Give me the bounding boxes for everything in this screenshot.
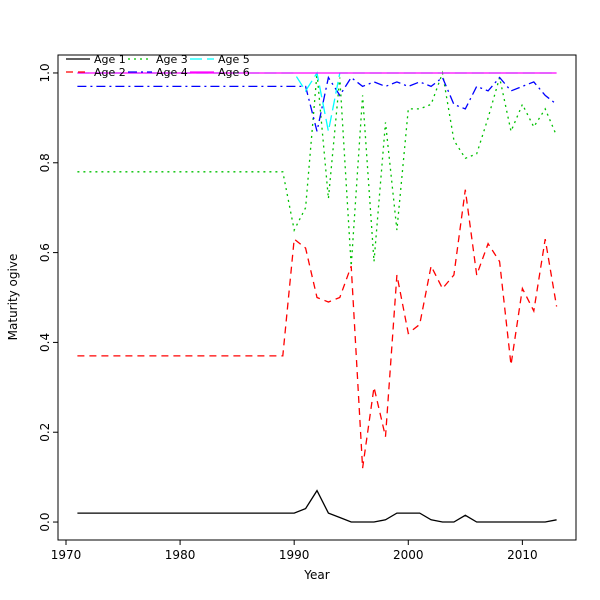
legend-label: Age 1 [94,53,126,66]
legend-item: Age 5 [190,53,250,66]
series-age-1-line [77,489,557,523]
y-axis-title: Maturity ogive [6,254,20,341]
legend-item: Age 4 [128,66,188,79]
plot-area: 1970 1980 1990 2000 2010 0.0 0.2 0.4 0.6 0.8 1.0 [38,54,577,562]
y-tick-label: 0.6 [38,243,52,262]
x-tick-label: 1970 [51,548,82,562]
x-tick-label: 1990 [279,548,310,562]
legend-label: Age 3 [156,53,188,66]
legend-item: Age 3 [128,53,188,66]
series-age-3-line [77,70,558,267]
y-tick-label: 0.8 [38,153,52,172]
x-tick-label: 2000 [393,548,424,562]
legend-item: Age 6 [190,66,250,79]
y-tick-label: 0.2 [38,423,52,442]
series-age-5-line [77,71,557,132]
x-axis-title: Year [303,568,329,582]
legend-item: Age 2 [66,66,126,79]
legend-label: Age 6 [218,66,250,79]
y-tick-label: 1.0 [38,63,52,82]
legend-label: Age 5 [218,53,250,66]
x-tick-label: 1980 [165,548,196,562]
plot-border [57,54,577,541]
series-age-4-line [77,75,558,132]
series-age-2-line [77,189,558,469]
legend-item: Age 1 [66,53,126,66]
x-tick-label: 2010 [507,548,538,562]
y-tick-label: 0.0 [38,512,52,531]
legend-label: Age 4 [156,66,188,79]
legend-label: Age 2 [94,66,126,79]
y-tick-label: 0.4 [38,333,52,352]
